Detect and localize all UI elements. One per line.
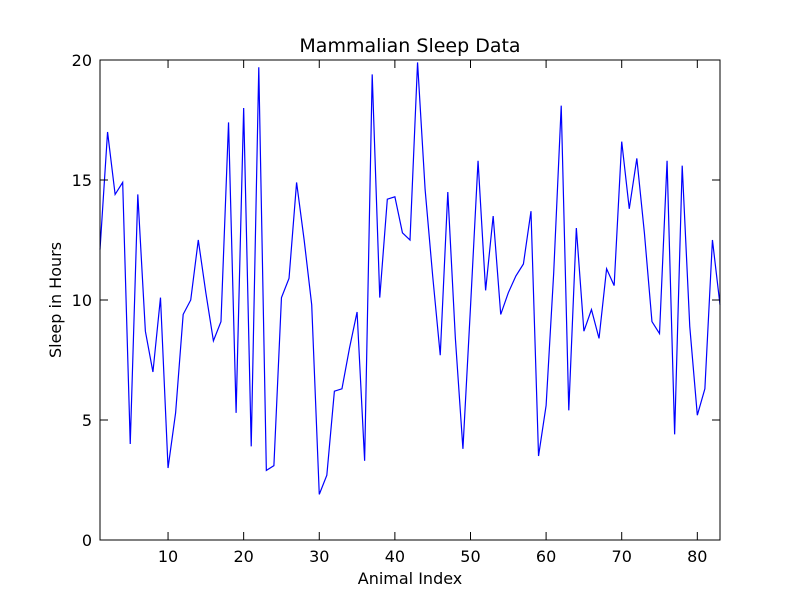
y-tick-label: 20 xyxy=(72,51,92,70)
plot-background xyxy=(100,60,720,540)
x-tick-label: 10 xyxy=(158,547,178,566)
x-tick-label: 80 xyxy=(687,547,707,566)
x-tick-label: 20 xyxy=(233,547,253,566)
x-tick-label: 70 xyxy=(612,547,632,566)
x-tick-label: 30 xyxy=(309,547,329,566)
x-tick-label: 40 xyxy=(385,547,405,566)
x-tick-label: 50 xyxy=(460,547,480,566)
y-tick-label: 15 xyxy=(72,171,92,190)
y-tick-label: 5 xyxy=(82,411,92,430)
y-axis-label: Sleep in Hours xyxy=(46,242,65,358)
x-tick-label: 60 xyxy=(536,547,556,566)
y-tick-label: 10 xyxy=(72,291,92,310)
y-tick-label: 0 xyxy=(82,531,92,550)
x-axis-label: Animal Index xyxy=(358,569,463,588)
tick-layer: 10 20 30 40 50 60 70 80 0 5 10 15 20 xyxy=(72,51,720,566)
series-line xyxy=(99,62,721,495)
chart-title: Mammalian Sleep Data xyxy=(299,35,520,57)
data-layer xyxy=(99,62,721,495)
